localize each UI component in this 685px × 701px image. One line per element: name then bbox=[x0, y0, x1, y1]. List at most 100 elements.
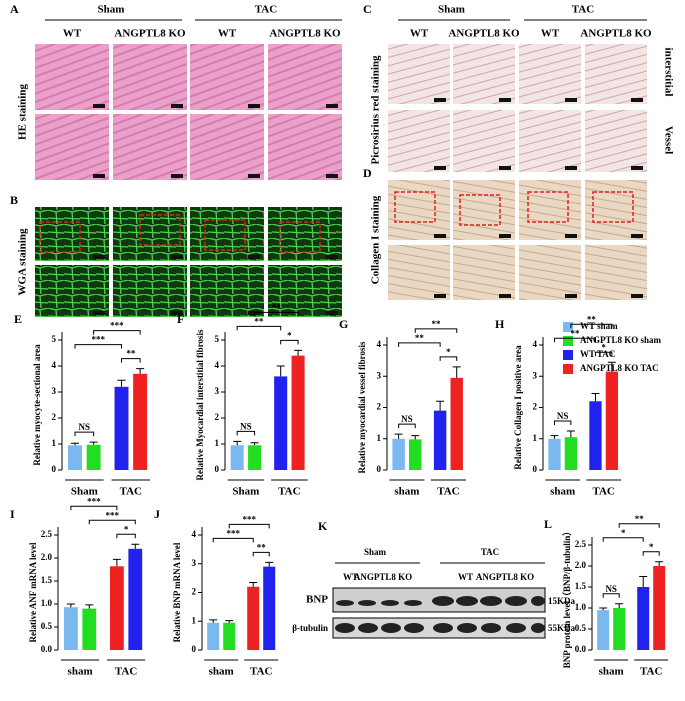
legend-swatch bbox=[563, 364, 573, 374]
y-axis-label: Relative BNP mRNA level bbox=[172, 542, 182, 642]
error-bar bbox=[276, 365, 285, 377]
legend-label: WT TAC bbox=[580, 349, 615, 359]
y-axis-label: Relative Myocardial interstitial fibrosi… bbox=[195, 329, 205, 481]
legend-label: ANGPTL8 KO TAC bbox=[580, 363, 659, 373]
micrograph bbox=[190, 114, 264, 180]
bar bbox=[653, 566, 666, 650]
significance-bracket bbox=[398, 423, 416, 429]
panel-label: E bbox=[14, 312, 22, 326]
error-bar bbox=[566, 430, 575, 438]
group-label: sham bbox=[599, 666, 624, 678]
significance-bracket bbox=[618, 523, 660, 528]
micrograph bbox=[190, 44, 264, 110]
col-label: ANGPTL8 KO bbox=[354, 572, 412, 582]
zoom-box bbox=[279, 221, 321, 253]
y-tick-label: 2.5 bbox=[575, 539, 587, 549]
error-bar bbox=[599, 607, 608, 611]
zoom-box bbox=[39, 221, 81, 253]
col-label: WT bbox=[458, 572, 473, 582]
significance-label: ** bbox=[257, 542, 267, 552]
error-bar bbox=[136, 368, 145, 374]
significance-bracket bbox=[236, 325, 282, 331]
bar bbox=[548, 438, 561, 470]
significance-bracket bbox=[252, 551, 270, 557]
error-bar bbox=[131, 543, 140, 549]
y-tick-label: 0 bbox=[377, 464, 382, 474]
micrograph bbox=[113, 265, 187, 317]
micrograph bbox=[35, 207, 109, 261]
error-bar bbox=[71, 442, 80, 446]
group-label: sham bbox=[68, 666, 93, 678]
scale-bar bbox=[93, 255, 105, 259]
col-label: ANGPTL8 KO bbox=[476, 572, 534, 582]
legend-label: WT sham bbox=[580, 321, 618, 331]
scale-bar bbox=[171, 311, 183, 315]
error-bar bbox=[66, 603, 75, 608]
col-label: ANGPTL8 KO bbox=[269, 28, 341, 40]
panel-label: H bbox=[495, 317, 505, 331]
group-label: Sham bbox=[364, 547, 387, 557]
legend: WT sham ANGPTL8 KO sham WT TAC ANGPTL8 KO T… bbox=[563, 321, 662, 374]
row-label: Picrosirius red staining bbox=[370, 55, 382, 164]
significance-bracket bbox=[553, 420, 572, 425]
significance-bracket bbox=[254, 311, 299, 317]
significance-bracket bbox=[74, 431, 95, 437]
zoom-box bbox=[204, 219, 246, 251]
significance-label: ** bbox=[431, 319, 441, 329]
micrograph bbox=[585, 245, 647, 300]
y-tick-label: 0.5 bbox=[41, 621, 53, 631]
significance-bracket bbox=[70, 505, 118, 511]
micrograph bbox=[113, 114, 187, 180]
zoom-box bbox=[459, 194, 501, 226]
significance-bracket bbox=[642, 551, 660, 556]
micrograph bbox=[113, 207, 187, 261]
error-bar bbox=[591, 392, 600, 402]
significance-label: ** bbox=[126, 349, 136, 359]
row-label: Collagen I staining bbox=[370, 195, 382, 284]
y-tick-label: 1 bbox=[192, 615, 197, 625]
significance-label: * bbox=[649, 542, 654, 552]
y-tick-label: 4 bbox=[533, 339, 538, 349]
y-tick-label: 0 bbox=[192, 644, 197, 654]
bar bbox=[86, 444, 101, 470]
legend-swatch bbox=[563, 336, 573, 346]
row-label: WGA staining bbox=[17, 228, 29, 295]
y-tick-label: 2 bbox=[377, 402, 382, 412]
group-label: sham bbox=[550, 486, 575, 498]
scale-bar bbox=[499, 98, 511, 102]
y-axis-label: Relative myocardial vessel fibrosis bbox=[357, 341, 367, 474]
scale-bar bbox=[434, 234, 446, 238]
scale-bar bbox=[565, 166, 577, 170]
group-label: TAC bbox=[481, 547, 499, 557]
y-tick-label: 1.5 bbox=[575, 581, 587, 591]
micrograph bbox=[388, 110, 450, 172]
group-label: Sham bbox=[232, 486, 259, 498]
significance-label: NS bbox=[557, 411, 569, 421]
significance-bracket bbox=[414, 328, 458, 333]
group-label: TAC bbox=[278, 486, 300, 498]
error-bar bbox=[117, 379, 126, 387]
error-bar bbox=[615, 603, 624, 608]
zoom-box bbox=[394, 191, 436, 223]
y-tick-label: 4 bbox=[192, 529, 197, 539]
scale-bar bbox=[326, 255, 338, 259]
y-tick-label: 2 bbox=[215, 412, 220, 422]
significance-label: NS bbox=[605, 584, 617, 594]
bar bbox=[408, 439, 422, 470]
scale-bar bbox=[93, 104, 105, 108]
y-tick-label: 2 bbox=[52, 412, 57, 422]
significance-bracket bbox=[236, 430, 256, 436]
micrograph bbox=[268, 207, 342, 261]
error-bar bbox=[394, 433, 403, 439]
bar bbox=[114, 386, 129, 470]
significance-bracket bbox=[88, 519, 136, 525]
micrograph bbox=[388, 44, 450, 104]
col-label: ANGPTL8 KO bbox=[448, 28, 520, 40]
size-label: 55KDa bbox=[548, 623, 576, 633]
bar bbox=[63, 607, 78, 650]
group-label: TAC bbox=[115, 666, 137, 678]
bar bbox=[274, 376, 288, 470]
western-blot: K Sham TAC WT ANGPTL8 KO WT ANGPTL8 KO B… bbox=[292, 519, 576, 639]
y-tick-label: 0.5 bbox=[575, 623, 587, 633]
col-label: WT bbox=[218, 28, 237, 40]
